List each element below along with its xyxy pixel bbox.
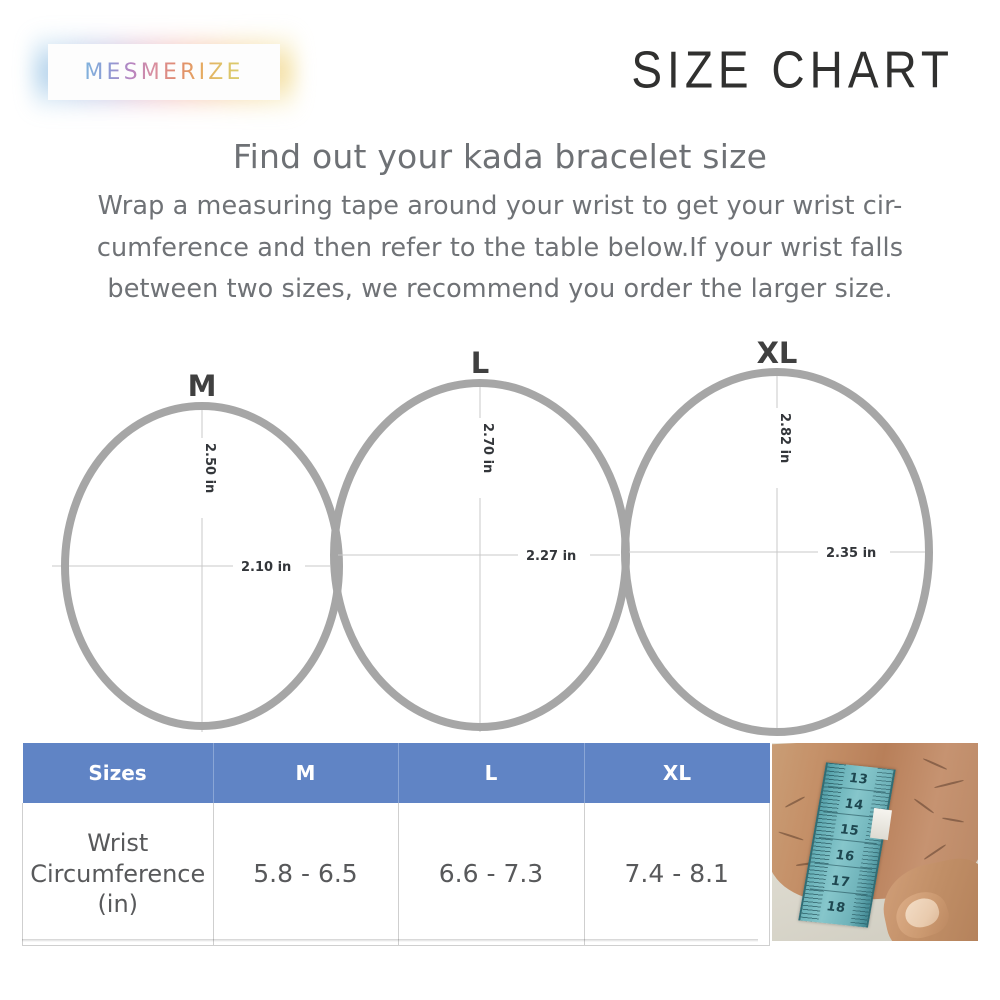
oval-diagram-l: 2.27 in 2.70 in L	[330, 346, 630, 732]
intro-line-3: between two sizes, we recommend you orde…	[107, 274, 893, 305]
table-header-sizes: Sizes	[22, 743, 214, 803]
cell-xl-range: 7.4 - 8.1	[583, 803, 770, 946]
logo-text: MESMERIZE	[84, 59, 244, 85]
oval-width-label-m: 2.10 in	[241, 560, 291, 575]
oval-diagram-m: 2.10 in 2.50 in M	[52, 369, 343, 732]
oval-size-label-m: M	[188, 369, 217, 403]
intro-line-1: Wrap a measuring tape around your wrist …	[97, 190, 903, 221]
oval-diagram-xl: 2.35 in 2.82 in XL	[621, 340, 933, 736]
size-table-wrapper: Sizes M L XL Wrist Circumference (in) 5.…	[22, 743, 770, 946]
oval-shape-m	[61, 402, 343, 730]
table-header-l: L	[398, 743, 585, 803]
wrist-measurement-photo: 13 14 15 16 17 18	[772, 743, 978, 941]
photo-inner: 13 14 15 16 17 18	[772, 743, 978, 941]
oval-height-label-m: 2.50 in	[202, 443, 217, 493]
intro-line-2: cumference and then refer to the table b…	[96, 232, 904, 263]
intro-section: Find out your kada bracelet size Wrap a …	[0, 138, 1000, 311]
table-header-row: Sizes M L XL	[22, 743, 770, 803]
table-header-xl: XL	[584, 743, 770, 803]
page-header: MESMERIZE SIZE CHART	[0, 0, 1000, 125]
page-title: SIZE CHART	[631, 40, 954, 99]
cell-l-range: 6.6 - 7.3	[397, 803, 585, 946]
oval-height-label-xl: 2.82 in	[777, 413, 792, 463]
oval-width-label-l: 2.27 in	[526, 549, 576, 564]
row-label-line-1: Wrist	[87, 828, 149, 857]
size-table: Sizes M L XL Wrist Circumference (in) 5.…	[22, 743, 770, 946]
cell-m-range: 5.8 - 6.5	[212, 803, 399, 946]
row-label-line-3: (in)	[97, 890, 139, 919]
oval-width-label-xl: 2.35 in	[826, 546, 876, 561]
oval-height-label-l: 2.70 in	[480, 423, 495, 473]
oval-size-label-xl: XL	[757, 340, 798, 370]
table-row: Wrist Circumference (in) 5.8 - 6.5 6.6 -…	[22, 803, 770, 946]
row-label-line-2: Circumference	[30, 859, 206, 888]
table-shadow	[22, 939, 758, 942]
table-header-m: M	[213, 743, 399, 803]
oval-size-label-l: L	[471, 346, 489, 380]
row-label-wrist-circumference: Wrist Circumference (in)	[22, 803, 214, 946]
logo-card: MESMERIZE	[48, 44, 280, 100]
intro-heading: Find out your kada bracelet size	[232, 137, 768, 176]
brand-logo: MESMERIZE	[32, 28, 296, 116]
oval-diagram-group: 2.10 in 2.50 in M 2.27 in 2.70 in L 2.35…	[0, 340, 1000, 740]
oval-shape-xl	[621, 368, 933, 736]
